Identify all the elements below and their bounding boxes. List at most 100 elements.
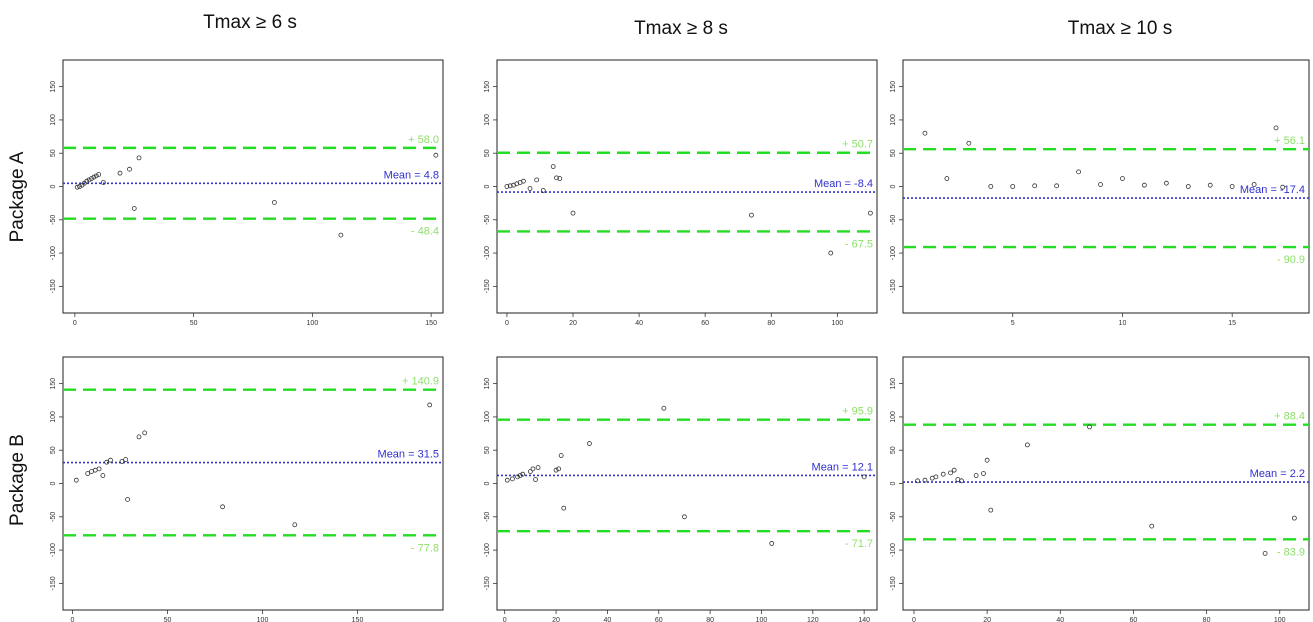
mean-label: Mean = -8.4 <box>814 178 873 190</box>
data-point <box>73 477 79 483</box>
x-tick-label: 100 <box>1274 617 1286 622</box>
data-point <box>981 471 986 476</box>
data-point <box>984 457 990 463</box>
data-point <box>915 478 921 484</box>
x-tick-label: 80 <box>706 617 714 622</box>
data-point <box>587 441 592 446</box>
x-tick-label: 0 <box>73 320 77 327</box>
y-tick-label: 100 <box>890 411 897 423</box>
data-point <box>527 469 533 474</box>
x-tick-label: 0 <box>912 617 916 622</box>
lower-limit-label: - 48.4 <box>411 226 439 238</box>
upper-limit-label: + 140.9 <box>402 376 439 388</box>
y-tick-label: 100 <box>484 114 491 126</box>
data-point <box>89 469 94 474</box>
data-point <box>561 505 567 511</box>
data-point <box>1149 523 1155 529</box>
row-label-package-b: Package B <box>7 434 28 526</box>
data-point <box>553 467 559 473</box>
y-tick-label: 100 <box>484 411 491 423</box>
x-tick-label: 20 <box>552 617 560 622</box>
y-tick-label: 50 <box>50 446 57 454</box>
plot-b-8s: 150 100 50 0 -50 -100 -150 0 20 40 60 80 100 120 140 + … <box>484 356 878 622</box>
data-point <box>86 177 92 183</box>
data-point <box>91 174 97 180</box>
plot-frame <box>62 59 444 314</box>
data-point <box>769 541 775 546</box>
mean-label: Mean = 12.1 <box>812 461 873 473</box>
data-point <box>1185 184 1191 189</box>
data-point <box>96 172 102 177</box>
data-point <box>510 476 515 482</box>
x-tick-label: 40 <box>635 320 643 327</box>
data-point <box>1054 183 1060 189</box>
data-point <box>922 477 928 483</box>
y-tick-label: 100 <box>50 114 57 126</box>
data-point <box>959 478 964 484</box>
data-point <box>1280 184 1286 190</box>
upper-limit-label: + 88.4 <box>1274 411 1305 423</box>
data-point <box>867 210 873 216</box>
data-point <box>142 430 148 436</box>
data-point <box>1098 182 1103 187</box>
y-tick-label: 150 <box>484 81 491 93</box>
upper-limit-label: + 95.9 <box>842 406 873 418</box>
data-point <box>96 466 102 472</box>
data-point <box>1032 183 1038 189</box>
plot-b-10s: 150 100 50 0 -50 -100 -150 0 20 40 60 80 100 + 88.4 - … <box>890 356 1310 622</box>
x-tick-label: 100 <box>307 320 319 327</box>
data-point <box>292 522 298 528</box>
y-tick-label: -150 <box>50 279 57 293</box>
data-point <box>933 474 939 480</box>
data-point <box>220 504 226 510</box>
data-point <box>136 434 142 440</box>
x-tick-label: 50 <box>164 617 172 622</box>
data-point <box>515 474 520 480</box>
x-tick-label: 60 <box>655 617 663 622</box>
y-tick-label: -50 <box>50 215 57 225</box>
data-point <box>988 184 994 189</box>
mean-label: Mean = 31.5 <box>378 449 439 461</box>
data-point <box>1076 169 1081 175</box>
data-point <box>125 497 130 502</box>
y-tick-label: 50 <box>50 149 57 157</box>
data-point <box>89 176 94 181</box>
x-tick-label: 50 <box>190 320 198 327</box>
data-point <box>944 176 950 181</box>
data-point <box>520 471 526 477</box>
y-tick-label: 50 <box>484 149 491 157</box>
y-tick-label: 50 <box>890 446 897 454</box>
x-tick-label: 100 <box>832 320 844 327</box>
data-point <box>535 465 541 470</box>
data-point <box>534 177 540 183</box>
x-tick-label: 150 <box>425 320 437 327</box>
plot-a-10s: 150 100 50 0 -50 -100 -150 5 10 15 + 56.1 - 90.9 Mea… <box>890 59 1310 327</box>
data-point <box>533 477 538 482</box>
y-tick-label: 100 <box>890 114 897 126</box>
y-tick-label: 0 <box>50 184 57 188</box>
col-title-1: Tmax ≥ 6 s <box>203 12 297 33</box>
data-point <box>1251 182 1257 187</box>
data-point <box>85 471 91 476</box>
row-label-package-a: Package A <box>7 151 28 243</box>
data-point <box>558 453 564 458</box>
data-point <box>988 507 994 513</box>
data-point <box>749 212 754 218</box>
data-point <box>427 402 433 408</box>
data-point <box>521 178 526 184</box>
y-tick-label: -150 <box>890 279 897 293</box>
x-tick-label: 10 <box>1119 320 1127 327</box>
y-tick-label: 50 <box>890 149 897 157</box>
x-tick-label: 150 <box>352 617 364 622</box>
plot-a-8s: 150 100 50 0 -50 -100 -150 0 20 40 60 80 100 + 50.7 - … <box>484 59 878 327</box>
data-point <box>1262 551 1268 556</box>
y-tick-label: -50 <box>890 215 897 225</box>
y-tick-label: 150 <box>890 81 897 93</box>
data-point <box>84 178 90 184</box>
plot-a-6s: 150 100 50 0 -50 -100 -150 0 50 100 150 + 58.0 - 48.… <box>50 59 444 327</box>
y-tick-label: 0 <box>484 481 491 485</box>
data-point <box>1163 180 1169 186</box>
data-point <box>1229 184 1235 189</box>
data-point <box>507 183 513 189</box>
data-point <box>682 514 687 520</box>
